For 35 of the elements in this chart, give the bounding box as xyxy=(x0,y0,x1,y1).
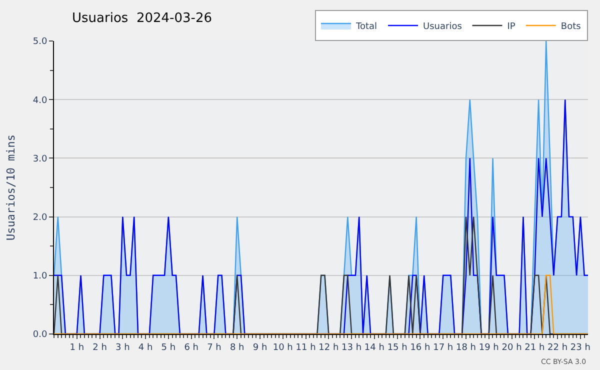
x-tick-label: 17 h xyxy=(433,342,454,353)
x-tick-label: 7 h xyxy=(207,342,222,353)
chart-title: Usuarios 2024-03-26 xyxy=(72,11,212,26)
legend-label: Bots xyxy=(560,22,582,32)
legend-label: Total xyxy=(355,22,378,32)
x-tick-label: 23 h xyxy=(570,342,590,353)
y-tick-label: 4.0 xyxy=(32,96,48,106)
legend-label: IP xyxy=(507,22,516,32)
x-tick-label: 18 h xyxy=(456,342,476,353)
x-tick-label: 11 h xyxy=(296,342,316,353)
x-tick-label: 10 h xyxy=(272,342,293,353)
x-tick-label: 22 h xyxy=(548,342,568,353)
x-tick-label: 2 h xyxy=(92,342,107,353)
x-tick-label: 14 h xyxy=(364,342,384,353)
x-tick-label: 3 h xyxy=(116,342,130,353)
x-tick-label: 9 h xyxy=(252,342,268,353)
x-tick-label: 1 h xyxy=(70,342,84,353)
y-tick-label: 0.0 xyxy=(32,330,48,340)
y-tick-label: 5.0 xyxy=(32,37,48,48)
x-tick-label: 6 h xyxy=(184,342,198,353)
x-tick-label: 8 h xyxy=(230,342,244,353)
x-tick-label: 20 h xyxy=(502,342,522,353)
legend-label: Usuarios xyxy=(423,22,462,32)
x-tick-label: 16 h xyxy=(410,342,430,353)
x-tick-label: 13 h xyxy=(342,342,362,353)
y-tick-label: 2.0 xyxy=(32,212,48,223)
x-tick-label: 12 h xyxy=(318,342,339,353)
x-tick-label: 4 h xyxy=(138,342,153,353)
x-tick-label: 21 h xyxy=(524,342,545,353)
y-tick-label: 3.0 xyxy=(32,154,48,164)
x-tick-label: 5 h xyxy=(161,342,176,353)
y-tick-label: 1.0 xyxy=(32,272,48,282)
x-tick-label: 19 h xyxy=(478,342,499,353)
y-axis-title: Usuarios/10 mins xyxy=(4,134,18,240)
x-tick-label: 15 h xyxy=(387,342,408,353)
